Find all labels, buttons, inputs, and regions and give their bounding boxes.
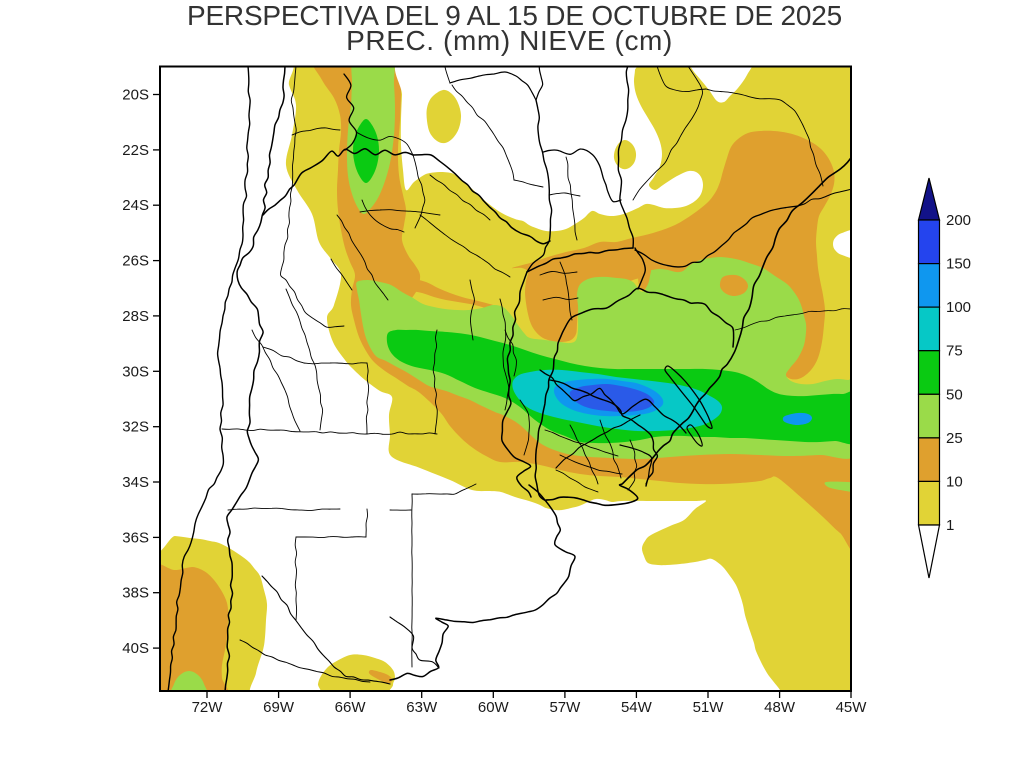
svg-text:54W: 54W: [621, 699, 653, 716]
svg-text:75: 75: [946, 343, 963, 360]
svg-text:69W: 69W: [263, 699, 295, 716]
svg-text:36S: 36S: [122, 529, 149, 546]
svg-text:1: 1: [946, 517, 954, 534]
svg-text:45W: 45W: [836, 699, 868, 716]
svg-text:34S: 34S: [122, 474, 149, 491]
svg-text:24S: 24S: [122, 197, 149, 214]
svg-text:28S: 28S: [122, 308, 149, 325]
svg-text:32S: 32S: [122, 419, 149, 436]
svg-text:150: 150: [946, 256, 971, 273]
svg-text:66W: 66W: [335, 699, 367, 716]
svg-text:20S: 20S: [122, 87, 149, 104]
svg-text:72W: 72W: [192, 699, 224, 716]
svg-text:38S: 38S: [122, 585, 149, 602]
svg-text:60W: 60W: [478, 699, 510, 716]
svg-text:30S: 30S: [122, 363, 149, 380]
svg-text:63W: 63W: [406, 699, 438, 716]
svg-text:51W: 51W: [693, 699, 725, 716]
svg-text:200: 200: [946, 212, 971, 229]
svg-text:57W: 57W: [549, 699, 581, 716]
svg-text:25: 25: [946, 430, 963, 447]
svg-text:100: 100: [946, 299, 971, 316]
svg-text:40S: 40S: [122, 640, 149, 657]
svg-text:22S: 22S: [122, 142, 149, 159]
svg-text:48W: 48W: [764, 699, 796, 716]
svg-text:10: 10: [946, 473, 963, 490]
svg-text:26S: 26S: [122, 253, 149, 270]
svg-text:50: 50: [946, 386, 963, 403]
